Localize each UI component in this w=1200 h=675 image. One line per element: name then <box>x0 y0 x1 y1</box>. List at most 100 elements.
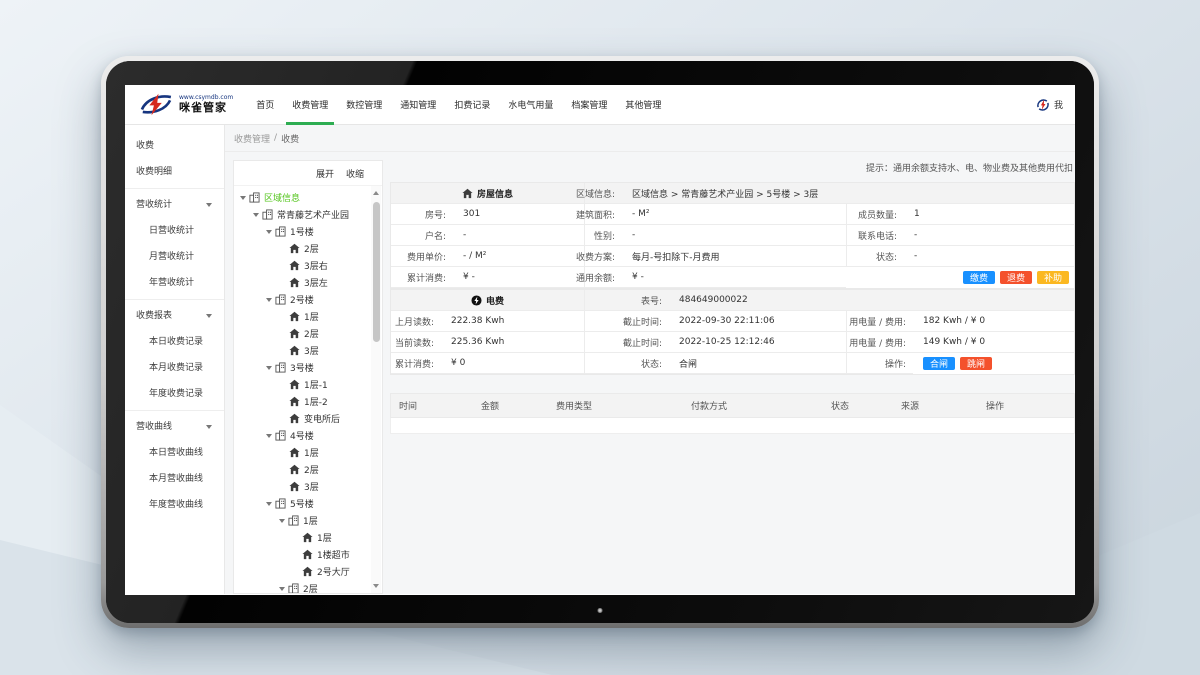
sidebar-item-本日收费记录[interactable]: 本日收费记录 <box>149 337 204 347</box>
tree-node-1号楼[interactable]: 1号楼 <box>234 223 382 240</box>
house-info-header-value: 区域信息 > 常青藤艺术产业园 > 5号楼 > 3层 <box>622 183 1074 204</box>
hint-text: 提示：通用余额支持水、电、物业费及其他费用代扣 <box>865 164 1073 174</box>
nav-item-档案管理[interactable]: 档案管理 <box>571 101 608 111</box>
breadcrumb-separator: / <box>274 133 278 143</box>
user-menu[interactable]: 我 <box>1036 98 1063 112</box>
tree-node-2层[interactable]: 2层 <box>234 240 382 257</box>
button-跳闸[interactable]: 跳闸 <box>960 357 993 370</box>
browser-screen: www.csymdb.com 咪雀管家 首页 收费管理 数控管理 通知管理 扣费记录 水电… <box>125 85 1075 595</box>
nav-item-首页[interactable]: 首页 <box>256 101 275 111</box>
house-info-title-label: 房屋信息 <box>476 189 513 200</box>
chevron-down-icon[interactable] <box>240 195 246 200</box>
tree-node-3层左[interactable]: 3层左 <box>234 274 382 291</box>
field-label-性别: 性别: <box>584 225 622 246</box>
tree-node-1楼超市[interactable]: 1楼超市 <box>234 546 382 563</box>
house-icon <box>289 260 300 271</box>
tree-node-区域信息[interactable]: 区域信息 <box>234 189 382 206</box>
house-icon <box>289 447 300 458</box>
chevron-down-icon[interactable] <box>266 365 272 370</box>
sidebar-item-年营收统计[interactable]: 年营收统计 <box>149 278 195 288</box>
electric-title: 电费 <box>391 290 584 311</box>
expand-all-link[interactable]: 展开 <box>315 169 334 180</box>
sidebar-item-收费[interactable]: 收费 <box>136 141 155 151</box>
tree-node-变电所后[interactable]: 变电所后 <box>234 410 382 427</box>
sidebar-divider <box>125 299 224 300</box>
house-icon <box>289 311 300 322</box>
button-补助[interactable]: 补助 <box>1036 271 1069 284</box>
chevron-down-icon[interactable] <box>253 212 259 217</box>
sidebar-item-日营收统计[interactable]: 日营收统计 <box>149 226 195 236</box>
sidebar-item-年度营收曲线[interactable]: 年度营收曲线 <box>149 500 204 510</box>
nav-item-扣费记录[interactable]: 扣费记录 <box>454 101 491 111</box>
region-tree-panel: 展开 收缩 区域信息 常青藤艺术产业园 1号楼 2层 3层右 3层左 2号 <box>233 160 383 594</box>
nav-item-通知管理[interactable]: 通知管理 <box>400 101 437 111</box>
field-label-联系电话: 联系电话: <box>846 225 904 246</box>
collapse-all-link[interactable]: 收缩 <box>345 169 364 180</box>
field-label-建筑面积: 建筑面积: <box>576 204 622 225</box>
chevron-down-icon[interactable] <box>266 501 272 506</box>
sidebar-item-本月收费记录[interactable]: 本月收费记录 <box>149 363 204 373</box>
tree-node-4号楼[interactable]: 4号楼 <box>234 427 382 444</box>
button-退费[interactable]: 退费 <box>999 271 1032 284</box>
chevron-down-icon[interactable] <box>266 433 272 438</box>
nav-item-数控管理[interactable]: 数控管理 <box>346 101 383 111</box>
tree-node-5号楼[interactable]: 5号楼 <box>234 495 382 512</box>
sidebar-group-营收统计[interactable]: 营收统计 <box>125 192 224 218</box>
nav-item-其他管理[interactable]: 其他管理 <box>625 101 662 111</box>
tree-node-常青藤艺术产业园[interactable]: 常青藤艺术产业园 <box>234 206 382 223</box>
history-column-来源: 来源 <box>901 402 920 412</box>
tree-node-3层右[interactable]: 3层右 <box>234 257 382 274</box>
tree-node-2号大厅[interactable]: 2号大厅 <box>234 563 382 580</box>
scroll-up-icon[interactable] <box>373 191 379 195</box>
sidebar-group-收费报表[interactable]: 收费报表 <box>125 303 224 329</box>
tree-scrollbar[interactable] <box>371 186 381 593</box>
building-icon <box>275 226 286 237</box>
tree-node-1层[interactable]: 1层 <box>234 512 382 529</box>
tree-node-2层[interactable]: 2层 <box>234 461 382 478</box>
breadcrumb-link[interactable]: 收费管理 <box>234 134 271 145</box>
chevron-down-icon[interactable] <box>266 229 272 234</box>
breadcrumb: 收费管理 / 收费 <box>225 125 1075 152</box>
brand-logo[interactable]: www.csymdb.com 咪雀管家 <box>137 92 233 117</box>
chevron-down-icon[interactable] <box>266 297 272 302</box>
field-label-状态: 状态: <box>584 353 669 374</box>
tree-node-2号楼[interactable]: 2号楼 <box>234 291 382 308</box>
field-label-上月读数: 上月读数: <box>391 311 441 332</box>
field-value-通用余额: ¥ - <box>622 267 846 288</box>
sidebar-item-收费明细[interactable]: 收费明细 <box>136 167 173 177</box>
scrollbar-thumb[interactable] <box>372 202 380 342</box>
tree-node-1层[interactable]: 1层 <box>234 444 382 461</box>
chevron-down-icon[interactable] <box>279 518 285 523</box>
sidebar-item-本日营收曲线[interactable]: 本日营收曲线 <box>149 448 204 458</box>
tree-node-2层[interactable]: 2层 <box>234 580 382 593</box>
sidebar-group-label: 营收统计 <box>136 200 173 210</box>
sidebar-item-本月营收曲线[interactable]: 本月营收曲线 <box>149 474 204 484</box>
nav-item-收费管理[interactable]: 收费管理 <box>283 85 337 125</box>
sidebar-item-月营收统计[interactable]: 月营收统计 <box>149 252 195 262</box>
tree-node-label: 3号楼 <box>290 364 314 374</box>
sidebar-group-营收曲线[interactable]: 营收曲线 <box>125 414 224 440</box>
button-合闸[interactable]: 合闸 <box>923 357 956 370</box>
button-缴费[interactable]: 缴费 <box>962 271 995 284</box>
nav-item-水电气用量[interactable]: 水电气用量 <box>508 101 554 111</box>
tree-node-1层[interactable]: 1层 <box>234 529 382 546</box>
user-label[interactable]: 我 <box>1053 101 1063 111</box>
tree-node-3号楼[interactable]: 3号楼 <box>234 359 382 376</box>
history-column-时间: 时间 <box>399 402 418 412</box>
tree-node-label: 变电所后 <box>304 415 341 425</box>
tree-node-3层[interactable]: 3层 <box>234 342 382 359</box>
tree-node-label: 1层 <box>303 517 318 527</box>
scroll-down-icon[interactable] <box>373 584 379 588</box>
tree-node-1层-1[interactable]: 1层-1 <box>234 376 382 393</box>
building-icon <box>275 430 286 441</box>
sidebar: 收费收费明细营收统计日营收统计月营收统计年营收统计收费报表本日收费记录 本月收费记… <box>125 125 225 594</box>
chevron-down-icon[interactable] <box>279 586 285 591</box>
tree-node-2层[interactable]: 2层 <box>234 325 382 342</box>
tree-node-1层-2[interactable]: 1层-2 <box>234 393 382 410</box>
tree-node-3层[interactable]: 3层 <box>234 478 382 495</box>
field-value-成员数量: 1 <box>904 204 1074 225</box>
field-label-用电量 / 费用: 用电量 / 费用: <box>846 311 913 332</box>
tree-node-1层[interactable]: 1层 <box>234 308 382 325</box>
sidebar-item-年度收费记录[interactable]: 年度收费记录 <box>149 389 204 399</box>
tree-node-label: 4号楼 <box>290 432 314 442</box>
